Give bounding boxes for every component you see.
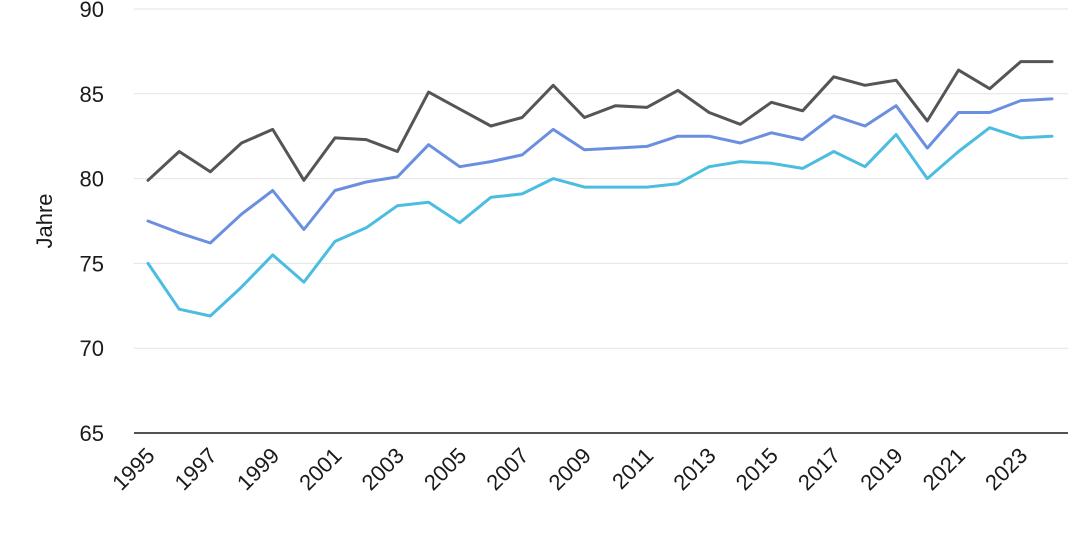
x-tick-label: 2007 [481,443,533,495]
x-tick-label: 1997 [170,443,222,495]
x-tick-label: 1999 [232,443,284,495]
x-tick-label: 2021 [918,443,970,495]
x-tick-label: 2017 [793,443,845,495]
x-tick-label: 2009 [544,443,596,495]
x-tick-label: 2005 [419,443,471,495]
y-axis-ticks: 65 70 75 80 85 90 [80,0,104,446]
x-tick-label: 2013 [668,443,720,495]
series-line-2 [146,97,1054,245]
y-axis-label: Jahre [32,193,57,248]
x-tick-label: 1995 [107,443,159,495]
x-tick-label: 2003 [357,443,409,495]
series-line-3 [146,126,1054,318]
y-tick-label: 75 [80,251,104,276]
series-lines [146,60,1054,318]
y-tick-label: 70 [80,336,104,361]
x-tick-label: 2011 [607,443,658,494]
x-tick-label: 2015 [731,443,783,495]
x-tick-label: 2019 [855,443,907,495]
series-line-1 [146,60,1054,182]
y-tick-label: 65 [80,421,104,446]
y-tick-label: 80 [80,167,104,192]
y-tick-label: 85 [80,82,104,107]
x-tick-label: 2001 [294,443,346,495]
y-tick-label: 90 [80,0,104,22]
x-axis-ticks: 1995 1997 1999 2001 2003 2005 2007 2009 2011 2013… [107,443,1032,495]
x-tick-label: 2023 [980,443,1032,495]
gridlines [134,8,1068,434]
